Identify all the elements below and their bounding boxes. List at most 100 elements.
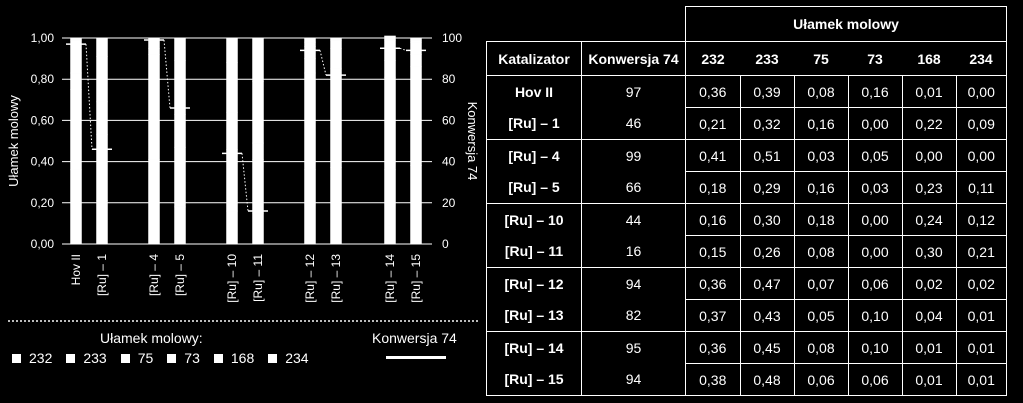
legend-divider <box>8 320 478 322</box>
bar-segment-75 <box>96 101 108 136</box>
header-species-168: 168 <box>902 41 956 76</box>
row-value-75: 0,08 <box>793 75 849 108</box>
row-value-233: 0,43 <box>739 299 795 332</box>
row-value-233: 0,39 <box>739 75 795 108</box>
legend-item-73: 73 <box>167 350 200 366</box>
legend-swatch <box>167 353 177 363</box>
header-catalyst: Katalizator <box>486 41 582 76</box>
row-value-232: 0,36 <box>685 267 741 300</box>
y2-tick-label: 100 <box>442 31 462 45</box>
legend: 232 233 75 73 168 234 <box>12 350 309 366</box>
row-value-75: 0,05 <box>793 299 849 332</box>
conversion-connector <box>399 47 407 51</box>
bar-segment-73 <box>174 107 186 115</box>
row-value-75: 0,18 <box>793 203 849 236</box>
row-conversion: 82 <box>581 299 686 332</box>
x-tick-label: [Ru] – 5 <box>173 254 187 296</box>
bar-segment-73 <box>330 48 342 70</box>
row-value-234: 0,12 <box>955 203 1007 236</box>
x-tick-label: [Ru] – 1 <box>95 254 109 296</box>
bar-segment-73 <box>304 45 316 59</box>
bar-segment-168 <box>96 56 108 103</box>
bar-segment-232 <box>148 159 160 245</box>
table-row: Hov II 97 0,36 0,39 0,08 0,16 0,01 0,00 <box>486 75 1007 108</box>
y2-tick-label: 20 <box>442 196 456 210</box>
row-value-73: 0,00 <box>847 235 903 268</box>
row-value-168: 0,01 <box>901 363 957 396</box>
table-header-row: Katalizator Konwersja 74 232 233 75 73 1… <box>486 41 1007 76</box>
legend-swatch <box>120 353 130 363</box>
row-value-168: 0,02 <box>901 267 957 300</box>
row-catalyst: [Ru] – 1 <box>486 107 582 140</box>
row-value-232: 0,36 <box>685 331 741 364</box>
legend-title: Ułamek molowy: <box>100 330 203 346</box>
header-species-75: 75 <box>794 41 848 76</box>
row-value-233: 0,30 <box>739 203 795 236</box>
bar-segment-168 <box>304 41 316 47</box>
row-catalyst: [Ru] – 15 <box>486 363 582 396</box>
row-value-232: 0,36 <box>685 75 741 108</box>
y2-tick-label: 80 <box>442 72 456 86</box>
bar-segment-232 <box>70 169 82 245</box>
bar-segment-233 <box>252 159 264 214</box>
row-catalyst: [Ru] – 14 <box>486 331 582 364</box>
row-conversion: 97 <box>581 75 686 108</box>
bar-segment-234 <box>410 37 422 41</box>
bar-segment-75 <box>226 111 238 150</box>
bar-segment-168 <box>384 37 396 41</box>
table-row: [Ru] – 13 82 0,37 0,43 0,05 0,10 0,04 0,01 <box>486 299 1007 332</box>
row-conversion: 94 <box>581 363 686 396</box>
bar-segment-233 <box>304 72 316 171</box>
row-value-168: 0,30 <box>901 235 957 268</box>
row-conversion: 44 <box>581 203 686 236</box>
row-value-233: 0,29 <box>739 171 795 204</box>
row-value-73: 0,00 <box>847 107 903 140</box>
bar-segment-234 <box>384 35 396 39</box>
row-conversion: 66 <box>581 171 686 204</box>
bar-segment-234 <box>304 37 316 43</box>
row-value-233: 0,26 <box>739 235 795 268</box>
row-value-233: 0,45 <box>739 331 795 364</box>
row-value-234: 0,11 <box>955 171 1007 204</box>
row-value-234: 0,09 <box>955 107 1007 140</box>
row-conversion: 95 <box>581 331 686 364</box>
row-catalyst: [Ru] – 11 <box>486 235 582 268</box>
row-value-234: 0,21 <box>955 235 1007 268</box>
legend-item-234: 234 <box>268 350 309 366</box>
x-tick-label: Hov II <box>69 254 83 285</box>
legend-swatch <box>66 353 76 363</box>
bar-segment-233 <box>384 76 396 171</box>
bar-segment-75 <box>410 54 422 68</box>
x-tick-label: [Ru] – 4 <box>147 254 161 296</box>
bar-segment-233 <box>330 78 342 169</box>
conversion-connector <box>319 50 327 76</box>
legend-swatch <box>213 353 223 363</box>
row-conversion: 16 <box>581 235 686 268</box>
bar-segment-233 <box>70 89 82 171</box>
row-catalyst: [Ru] – 4 <box>486 139 582 172</box>
legend-label: 168 <box>230 350 255 366</box>
row-value-234: 0,01 <box>955 363 1007 396</box>
legend-swatch <box>12 353 21 363</box>
bar-segment-234 <box>96 37 108 57</box>
row-value-233: 0,51 <box>739 139 795 172</box>
row-value-73: 0,10 <box>847 331 903 364</box>
row-value-232: 0,18 <box>685 171 741 204</box>
row-value-168: 0,01 <box>901 75 957 108</box>
bar-segment-232 <box>304 169 316 245</box>
row-value-232: 0,41 <box>685 139 741 172</box>
legend-item-232: 232 <box>12 350 52 366</box>
bar-segment-233 <box>96 134 108 201</box>
bar-segment-234 <box>330 37 342 41</box>
x-tick-label: [Ru] – 12 <box>303 254 317 303</box>
row-value-73: 0,03 <box>847 171 903 204</box>
row-value-75: 0,08 <box>793 331 849 364</box>
bar-segment-75 <box>304 58 316 74</box>
row-value-73: 0,10 <box>847 299 903 332</box>
row-value-232: 0,16 <box>685 203 741 236</box>
y2-tick-label: 60 <box>442 113 456 127</box>
y2-tick-label: 40 <box>442 155 456 169</box>
row-value-75: 0,16 <box>793 171 849 204</box>
bar-segment-233 <box>410 66 422 166</box>
legend-label: 75 <box>137 350 154 366</box>
